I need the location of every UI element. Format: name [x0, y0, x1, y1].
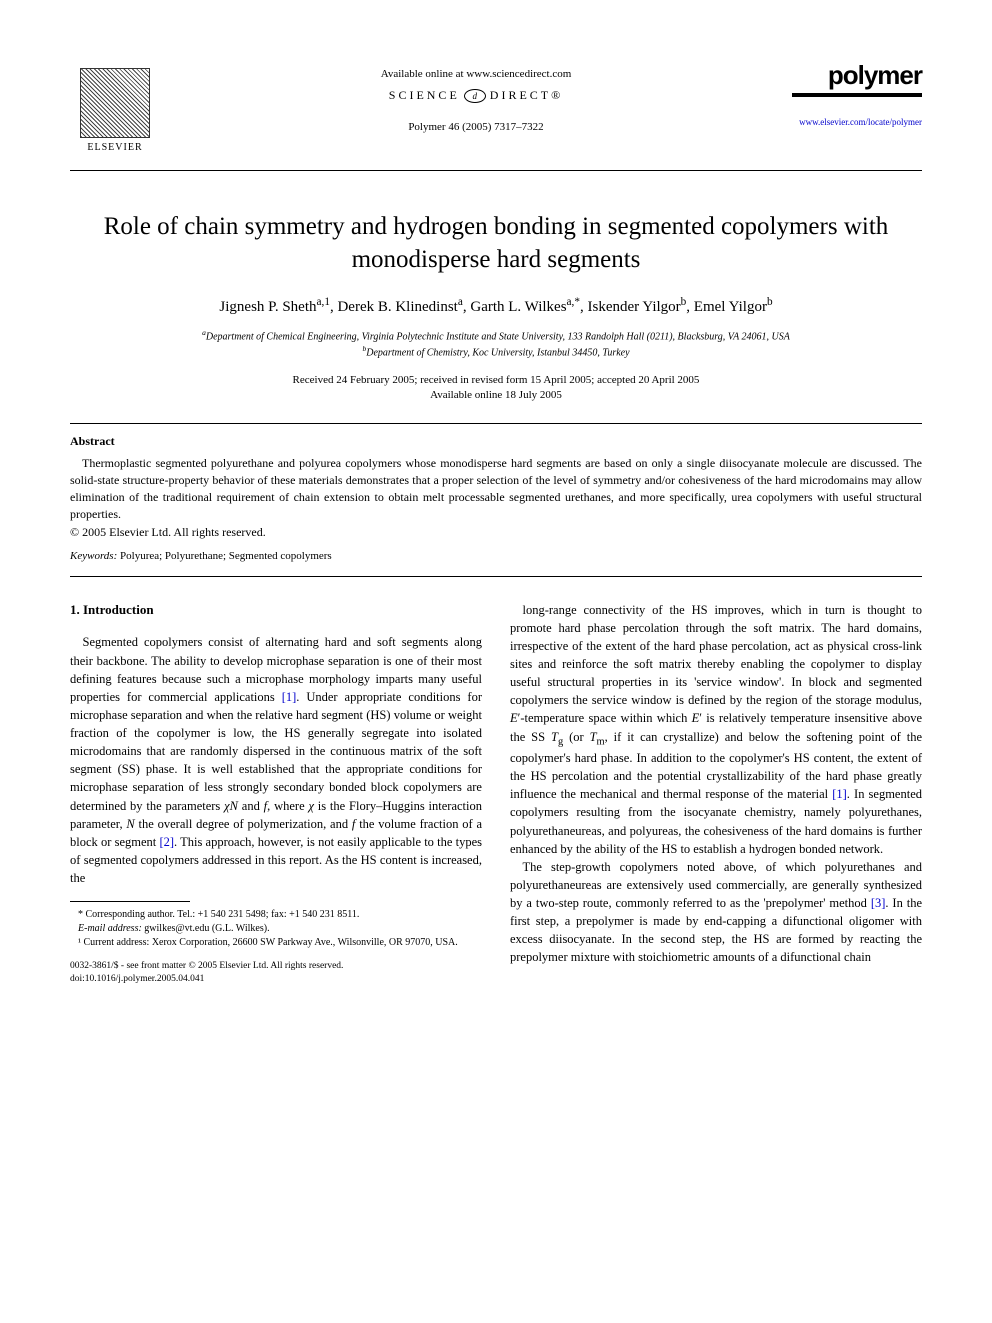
section-1-heading: 1. Introduction [70, 601, 482, 620]
author-list: Jignesh P. Shetha,1, Derek B. Klinedinst… [70, 296, 922, 316]
issn-line: 0032-3861/$ - see front matter © 2005 El… [70, 960, 482, 972]
keywords-line: Keywords: Polyurea; Polyurethane; Segmen… [70, 550, 922, 562]
journal-logo-bar-icon [792, 93, 922, 97]
header-center: Available online at www.sciencedirect.co… [160, 60, 792, 133]
article-dates: Received 24 February 2005; received in r… [70, 373, 922, 404]
body-para-3: The step-growth copolymers noted above, … [510, 858, 922, 967]
email-label: E-mail address: [78, 923, 142, 934]
affiliation-a: aDepartment of Chemical Engineering, Vir… [70, 328, 922, 344]
publisher-logo: ELSEVIER [70, 60, 160, 160]
body-para-1: Segmented copolymers consist of alternat… [70, 633, 482, 887]
sd-symbol-icon: d [464, 89, 486, 103]
available-online-text: Available online at www.sciencedirect.co… [160, 68, 792, 80]
keywords-label: Keywords: [70, 550, 117, 562]
online-date: Available online 18 July 2005 [70, 388, 922, 403]
journal-logo-text: polymer [792, 60, 922, 91]
body-para-2: long-range connectivity of the HS improv… [510, 601, 922, 858]
sd-right: DIRECT® [490, 88, 563, 103]
doi-line: doi:10.1016/j.polymer.2005.04.041 [70, 973, 482, 985]
abstract-bottom-rule [70, 576, 922, 577]
abstract-heading: Abstract [70, 434, 922, 449]
sd-left: SCIENCE [389, 88, 460, 103]
received-date: Received 24 February 2005; received in r… [70, 373, 922, 388]
journal-logo-block: polymer www.elsevier.com/locate/polymer [792, 60, 922, 127]
abstract-top-rule [70, 423, 922, 424]
science-direct-logo: SCIENCE d DIRECT® [389, 88, 563, 103]
abstract-text: Thermoplastic segmented polyurethane and… [70, 455, 922, 522]
email-address: gwilkes@vt.edu (G.L. Wilkes). [144, 923, 269, 934]
article-title: Role of chain symmetry and hydrogen bond… [70, 211, 922, 276]
email-line: E-mail address: gwilkes@vt.edu (G.L. Wil… [70, 922, 482, 936]
body-columns: 1. Introduction Segmented copolymers con… [70, 601, 922, 985]
footer-meta: 0032-3861/$ - see front matter © 2005 El… [70, 960, 482, 985]
footnote-block: * Corresponding author. Tel.: +1 540 231… [70, 901, 482, 985]
journal-url-link[interactable]: www.elsevier.com/locate/polymer [792, 117, 922, 127]
journal-reference: Polymer 46 (2005) 7317–7322 [160, 121, 792, 133]
footnote-rule [70, 901, 190, 902]
abstract-copyright: © 2005 Elsevier Ltd. All rights reserved… [70, 525, 922, 540]
corresponding-author: * Corresponding author. Tel.: +1 540 231… [70, 908, 482, 922]
page-header: ELSEVIER Available online at www.science… [70, 60, 922, 160]
affiliations: aDepartment of Chemical Engineering, Vir… [70, 328, 922, 361]
footnotes: * Corresponding author. Tel.: +1 540 231… [70, 908, 482, 950]
affiliation-b: bDepartment of Chemistry, Koc University… [70, 344, 922, 360]
header-rule [70, 170, 922, 171]
keywords-text: Polyurea; Polyurethane; Segmented copoly… [120, 550, 332, 562]
publisher-name: ELSEVIER [87, 142, 142, 153]
author-note-1: ¹ Current address: Xerox Corporation, 26… [70, 936, 482, 950]
elsevier-tree-icon [80, 68, 150, 138]
